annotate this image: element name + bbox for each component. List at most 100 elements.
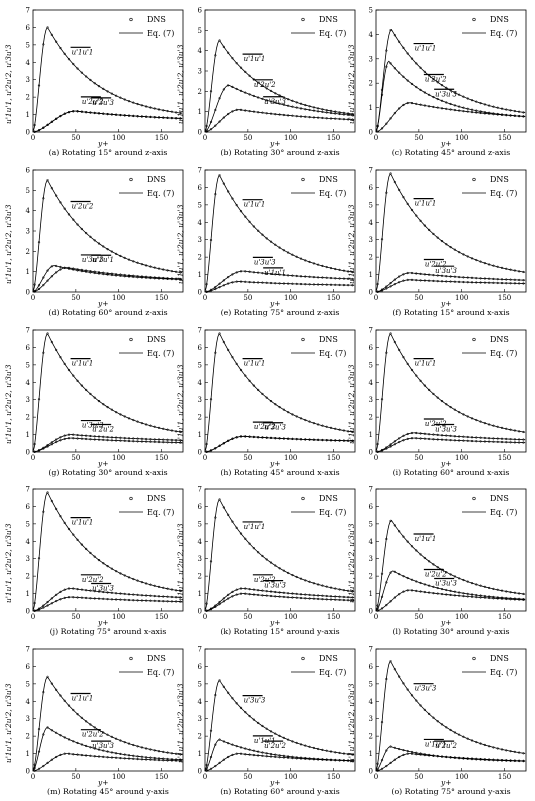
dns-point (235, 744, 238, 748)
dns-point (291, 105, 294, 108)
dns-point (114, 570, 118, 573)
dns-point (449, 589, 452, 593)
dns-point (97, 399, 101, 403)
dns-point (76, 741, 79, 745)
series-line-2 (375, 437, 526, 453)
series-line-2 (32, 753, 183, 772)
dns-point (265, 558, 268, 561)
dns-point (76, 223, 79, 226)
dns-point (218, 97, 221, 100)
dns-point (312, 746, 316, 750)
dns-point (205, 290, 208, 293)
dns-point (436, 720, 439, 723)
y-axis-label: u'1u'1, u'2u'2, u'3u'3 (347, 204, 356, 284)
dns-point (140, 115, 144, 118)
x-tick-label: 150 (498, 454, 511, 462)
dns-point (522, 592, 525, 596)
dns-point (406, 688, 409, 691)
legend-eq-label: Eq. (7) (147, 349, 174, 358)
dns-point (475, 111, 478, 114)
dns-point (170, 441, 174, 444)
dns-point (127, 742, 131, 745)
dns-point (114, 592, 118, 595)
dns-point (329, 586, 333, 589)
dns-point (102, 245, 105, 248)
dns-point (153, 266, 156, 269)
dns-point (334, 598, 337, 601)
dns-point (423, 224, 427, 227)
dns-point (140, 580, 144, 584)
dns-point (291, 592, 294, 595)
series-annotation: u'2u'2 (425, 76, 447, 84)
dns-point (46, 445, 49, 448)
dns-point (389, 761, 392, 765)
dns-point (342, 752, 346, 755)
dns-point (110, 113, 114, 116)
x-tick-label: 150 (155, 613, 168, 621)
dns-point (239, 587, 243, 590)
plot-frame (375, 9, 527, 133)
dns-point (393, 278, 397, 281)
legend-dns-marker (129, 656, 133, 661)
dns-point (380, 289, 384, 292)
dns-point (338, 598, 341, 602)
dns-point (496, 437, 499, 440)
dns-point (321, 594, 324, 597)
dns-point (136, 593, 139, 597)
dns-point (423, 753, 427, 757)
plot-frame (375, 169, 527, 293)
dns-point (218, 285, 221, 289)
dns-point (157, 585, 161, 589)
dns-point (338, 428, 341, 431)
dns-point (123, 753, 126, 756)
dns-point (244, 747, 247, 750)
dns-point (483, 596, 487, 599)
dns-point (278, 273, 281, 276)
dns-point (402, 748, 405, 752)
y-tick-label: 2 (369, 573, 373, 581)
y-tick-label: 4 (198, 698, 203, 706)
dns-point (153, 584, 156, 587)
dns-point (295, 114, 298, 118)
dns-point (453, 575, 457, 578)
dns-point (329, 276, 333, 280)
dns-point (513, 282, 517, 285)
dns-point (63, 699, 66, 702)
dns-point (63, 266, 66, 270)
y-tick-label: 5 (198, 361, 202, 369)
dns-point (513, 109, 517, 113)
dns-point (54, 348, 58, 352)
x-axis-label: y+ (440, 778, 452, 787)
y-tick-label: 6 (369, 663, 374, 671)
dns-point (274, 92, 277, 95)
dns-point (312, 275, 316, 279)
dns-point (286, 104, 290, 107)
dns-point (410, 431, 414, 435)
y-tick-label: 5 (369, 361, 373, 369)
dns-point (299, 757, 303, 760)
dns-point (483, 103, 487, 106)
dns-point (97, 438, 101, 441)
dns-point (457, 594, 461, 597)
dns-point (295, 274, 298, 278)
dns-point (269, 561, 273, 564)
dns-point (406, 437, 409, 441)
dns-point (218, 602, 221, 606)
dns-point (119, 254, 122, 258)
dns-point (170, 588, 174, 591)
dns-point (449, 434, 452, 438)
dns-point (106, 750, 109, 753)
dns-point (179, 753, 182, 756)
dns-point (46, 123, 49, 127)
dns-point (282, 282, 286, 285)
dns-point (282, 113, 286, 117)
dns-point (209, 238, 213, 242)
y-tick-label: 0 (369, 289, 373, 297)
legend-dns-label: DNS (147, 494, 166, 503)
dns-point (509, 441, 512, 444)
dns-point (80, 588, 84, 591)
dns-point (226, 439, 230, 442)
dns-point (214, 108, 217, 112)
dns-point (457, 109, 461, 112)
dns-point (170, 116, 174, 120)
